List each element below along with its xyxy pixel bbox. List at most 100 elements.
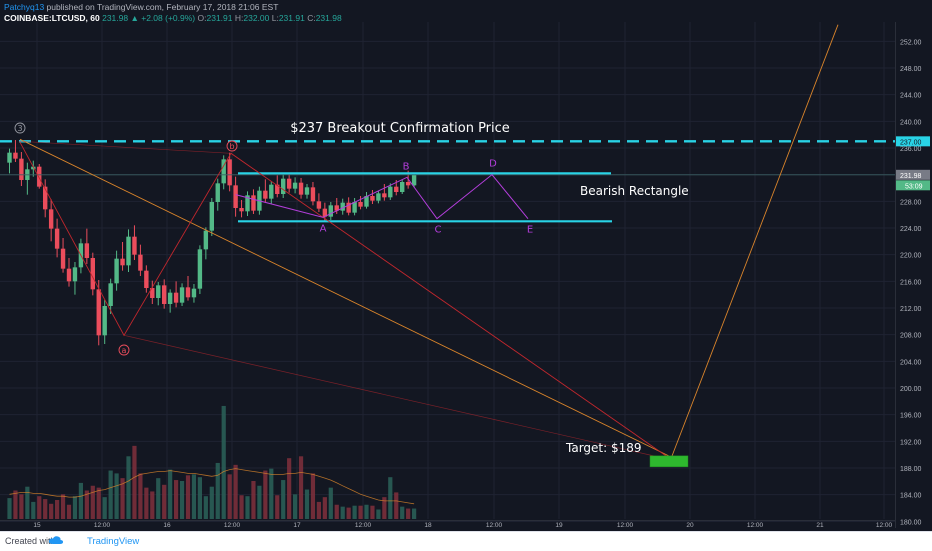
volume-bar [55, 500, 60, 519]
price-tick-label: 208.00 [900, 333, 922, 340]
candle-body [37, 166, 42, 187]
time-tick-label: 12:00 [94, 522, 111, 529]
created-with-text: Created with [5, 536, 56, 546]
volume-bar [233, 464, 238, 519]
volume-bar [7, 498, 12, 519]
volume-bar [31, 501, 36, 519]
publish-line: Patchyq13 published on TradingView.com, … [4, 2, 278, 13]
volume-bar [406, 508, 411, 519]
candle-body [179, 287, 185, 303]
volume-bar [156, 478, 161, 519]
price-axis: 252.00248.00244.00240.00236.00232.00228.… [895, 0, 932, 531]
volume-bar [72, 496, 78, 519]
candle-body [185, 287, 191, 298]
candle-body [72, 267, 78, 282]
volume-bar [400, 506, 405, 519]
tradingview-brand-link[interactable]: TradingView [87, 536, 140, 547]
volume-bar [144, 487, 149, 519]
pattern-point-a-marker [118, 344, 130, 356]
time-tick-label: 12:00 [224, 522, 241, 529]
volume-bar [162, 484, 167, 519]
candle-body [382, 193, 387, 198]
candle-body [96, 289, 101, 336]
time-tick-label: 15 [33, 522, 41, 529]
rectangle-label: Bearish Rectangle [580, 184, 689, 198]
volume-bar [132, 445, 137, 519]
price-tick-label: 204.00 [900, 359, 922, 366]
candle-body [298, 182, 304, 195]
volume-bar [215, 462, 220, 519]
volume-bar [281, 480, 286, 519]
candle-body [215, 183, 220, 202]
time-axis: 15 12:00 16 12:00 17 12:00 18 12:00 19 12:00 20 12:… [0, 520, 895, 529]
candle-body [167, 292, 173, 304]
candle-body [138, 254, 143, 271]
volume-bar [257, 485, 262, 519]
volume-bar [251, 481, 256, 519]
wave-label-d: D [489, 159, 497, 170]
candle-body [263, 190, 268, 199]
orange-projection-line [671, 24, 839, 457]
candle-body [292, 182, 298, 189]
volume-bar [203, 496, 208, 519]
red-pattern-diagonal [123, 334, 673, 461]
volume-bar [334, 504, 339, 519]
pattern-point-b-marker [226, 140, 238, 152]
candle-body [269, 184, 274, 199]
tradingview-cloud-icon [48, 536, 64, 544]
purple-wave-line [235, 173, 529, 220]
volume-bar [66, 504, 72, 519]
volume-bar [388, 477, 393, 519]
open-value: 231.91 [206, 13, 233, 23]
volume-bar [96, 487, 101, 519]
volume-bar [304, 489, 310, 519]
candle-body [102, 306, 107, 336]
candle-body [144, 270, 149, 288]
volume-bar [412, 508, 417, 519]
symbol-label[interactable]: COINBASE:LTCUSD, 60 [4, 13, 100, 23]
low-label: L: [271, 13, 279, 23]
candle-body [221, 159, 226, 184]
volume-bar [179, 481, 185, 519]
volume-bars [7, 405, 417, 519]
volume-bar [37, 496, 42, 519]
close-value: 231.98 [315, 13, 342, 23]
candle-body [191, 288, 197, 298]
candle-body [156, 285, 161, 298]
author-link[interactable]: Patchyq13 [4, 2, 45, 12]
volume-bar [382, 497, 387, 519]
candle-body [251, 195, 256, 211]
candle-body [84, 243, 90, 258]
candle-body [197, 249, 203, 289]
orange-trend-line [19, 138, 670, 457]
volume-bar [19, 494, 24, 519]
candle-body [364, 196, 369, 207]
volume-bar [150, 491, 155, 519]
breakout-label: $237 Breakout Confirmation Price [290, 121, 510, 136]
candle-body [173, 292, 179, 303]
volume-moving-average-line [9, 468, 415, 505]
price-tick-label: 200.00 [900, 386, 922, 393]
volume-bar [13, 490, 18, 519]
volume-bar [60, 494, 66, 519]
price-tick-label: 236.00 [900, 146, 922, 153]
volume-bar [25, 486, 30, 519]
volume-bar [316, 501, 321, 519]
price-tick-label: 228.00 [900, 199, 922, 206]
red-pattern-line [19, 141, 673, 461]
price-tick-label: 220.00 [900, 253, 922, 260]
legend-line: COINBASE:LTCUSD, 60 231.98 ▲ +2.08 (+0.9… [4, 13, 342, 24]
candle-body [60, 248, 66, 269]
volume-bar [275, 495, 280, 519]
candle-body [150, 288, 155, 298]
volume-bar [328, 487, 333, 519]
volume-bar [346, 507, 351, 519]
last-price: 231.98 [102, 13, 129, 23]
volume-bar [298, 456, 304, 519]
time-tick-label: 12:00 [355, 522, 372, 529]
volume-bar [138, 473, 143, 519]
candle-body [376, 193, 381, 201]
volume-bar [174, 480, 179, 519]
candle-body [370, 196, 375, 201]
